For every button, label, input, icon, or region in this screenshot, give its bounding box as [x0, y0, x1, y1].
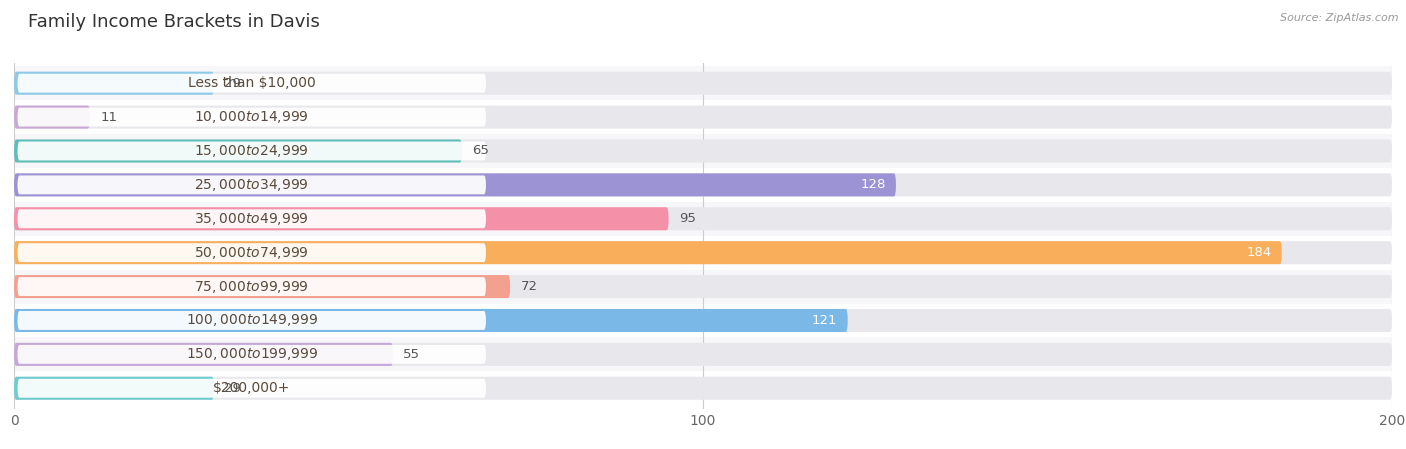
Text: $75,000 to $99,999: $75,000 to $99,999 [194, 278, 309, 295]
Text: Less than $10,000: Less than $10,000 [188, 76, 315, 90]
Bar [14, 337, 1392, 371]
Bar [14, 269, 1392, 304]
FancyBboxPatch shape [17, 243, 486, 262]
Text: $200,000+: $200,000+ [214, 381, 291, 395]
FancyBboxPatch shape [17, 277, 486, 296]
FancyBboxPatch shape [17, 176, 486, 194]
FancyBboxPatch shape [17, 209, 486, 228]
Text: 29: 29 [224, 77, 240, 90]
FancyBboxPatch shape [14, 140, 463, 163]
FancyBboxPatch shape [17, 108, 486, 127]
Text: 11: 11 [100, 110, 117, 123]
FancyBboxPatch shape [14, 173, 1392, 196]
Text: 72: 72 [520, 280, 537, 293]
Text: $50,000 to $74,999: $50,000 to $74,999 [194, 245, 309, 261]
Text: 184: 184 [1246, 246, 1271, 259]
FancyBboxPatch shape [14, 207, 669, 230]
Bar [14, 168, 1392, 202]
FancyBboxPatch shape [17, 74, 486, 92]
Text: $15,000 to $24,999: $15,000 to $24,999 [194, 143, 309, 159]
Bar [14, 134, 1392, 168]
FancyBboxPatch shape [14, 377, 1392, 400]
FancyBboxPatch shape [14, 343, 1392, 366]
FancyBboxPatch shape [14, 309, 1392, 332]
FancyBboxPatch shape [14, 72, 1392, 95]
Text: 29: 29 [224, 382, 240, 395]
Text: 121: 121 [811, 314, 838, 327]
FancyBboxPatch shape [14, 106, 1392, 128]
FancyBboxPatch shape [17, 345, 486, 364]
Bar [14, 371, 1392, 405]
Text: $35,000 to $49,999: $35,000 to $49,999 [194, 211, 309, 227]
FancyBboxPatch shape [14, 173, 896, 196]
FancyBboxPatch shape [14, 207, 1392, 230]
FancyBboxPatch shape [17, 141, 486, 160]
FancyBboxPatch shape [14, 106, 90, 128]
Text: $150,000 to $199,999: $150,000 to $199,999 [186, 346, 318, 362]
FancyBboxPatch shape [14, 343, 394, 366]
FancyBboxPatch shape [17, 379, 486, 398]
Text: 128: 128 [860, 178, 886, 191]
Text: 55: 55 [404, 348, 420, 361]
FancyBboxPatch shape [14, 377, 214, 400]
FancyBboxPatch shape [14, 241, 1392, 264]
FancyBboxPatch shape [14, 309, 848, 332]
Text: $25,000 to $34,999: $25,000 to $34,999 [194, 177, 309, 193]
Text: Family Income Brackets in Davis: Family Income Brackets in Davis [28, 13, 321, 31]
Bar [14, 236, 1392, 269]
Bar [14, 100, 1392, 134]
FancyBboxPatch shape [14, 275, 510, 298]
FancyBboxPatch shape [17, 311, 486, 330]
FancyBboxPatch shape [14, 275, 1392, 298]
Text: 95: 95 [679, 212, 696, 225]
Bar [14, 66, 1392, 100]
Text: $10,000 to $14,999: $10,000 to $14,999 [194, 109, 309, 125]
FancyBboxPatch shape [14, 140, 1392, 163]
Bar [14, 304, 1392, 337]
Text: 65: 65 [472, 145, 489, 158]
Text: $100,000 to $149,999: $100,000 to $149,999 [186, 313, 318, 329]
FancyBboxPatch shape [14, 72, 214, 95]
Bar [14, 202, 1392, 236]
Text: Source: ZipAtlas.com: Source: ZipAtlas.com [1281, 13, 1399, 23]
FancyBboxPatch shape [14, 241, 1282, 264]
